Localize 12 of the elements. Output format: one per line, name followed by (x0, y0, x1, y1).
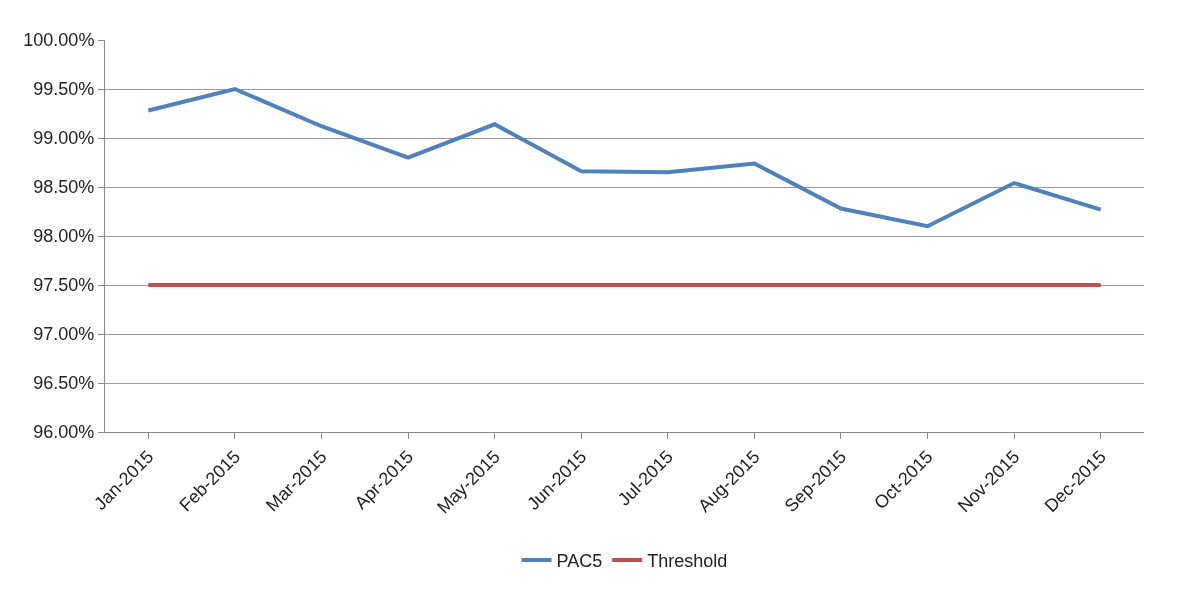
y-tick-label: 97.50% (33, 275, 95, 296)
legend-label: Threshold (647, 550, 728, 571)
y-tick-label: 96.50% (33, 373, 95, 394)
y-tick-label: 96.00% (33, 422, 95, 443)
y-tick-label: 98.00% (33, 226, 95, 247)
y-tick-label: 99.50% (33, 79, 95, 100)
y-tick-label: 97.00% (33, 324, 95, 345)
y-tick-label: 98.50% (33, 177, 95, 198)
legend-label: PAC5 (556, 550, 603, 571)
line-series (146, 87, 1103, 229)
y-tick-label: 99.00% (33, 128, 95, 149)
y-tick-label: 100.00% (23, 30, 95, 51)
